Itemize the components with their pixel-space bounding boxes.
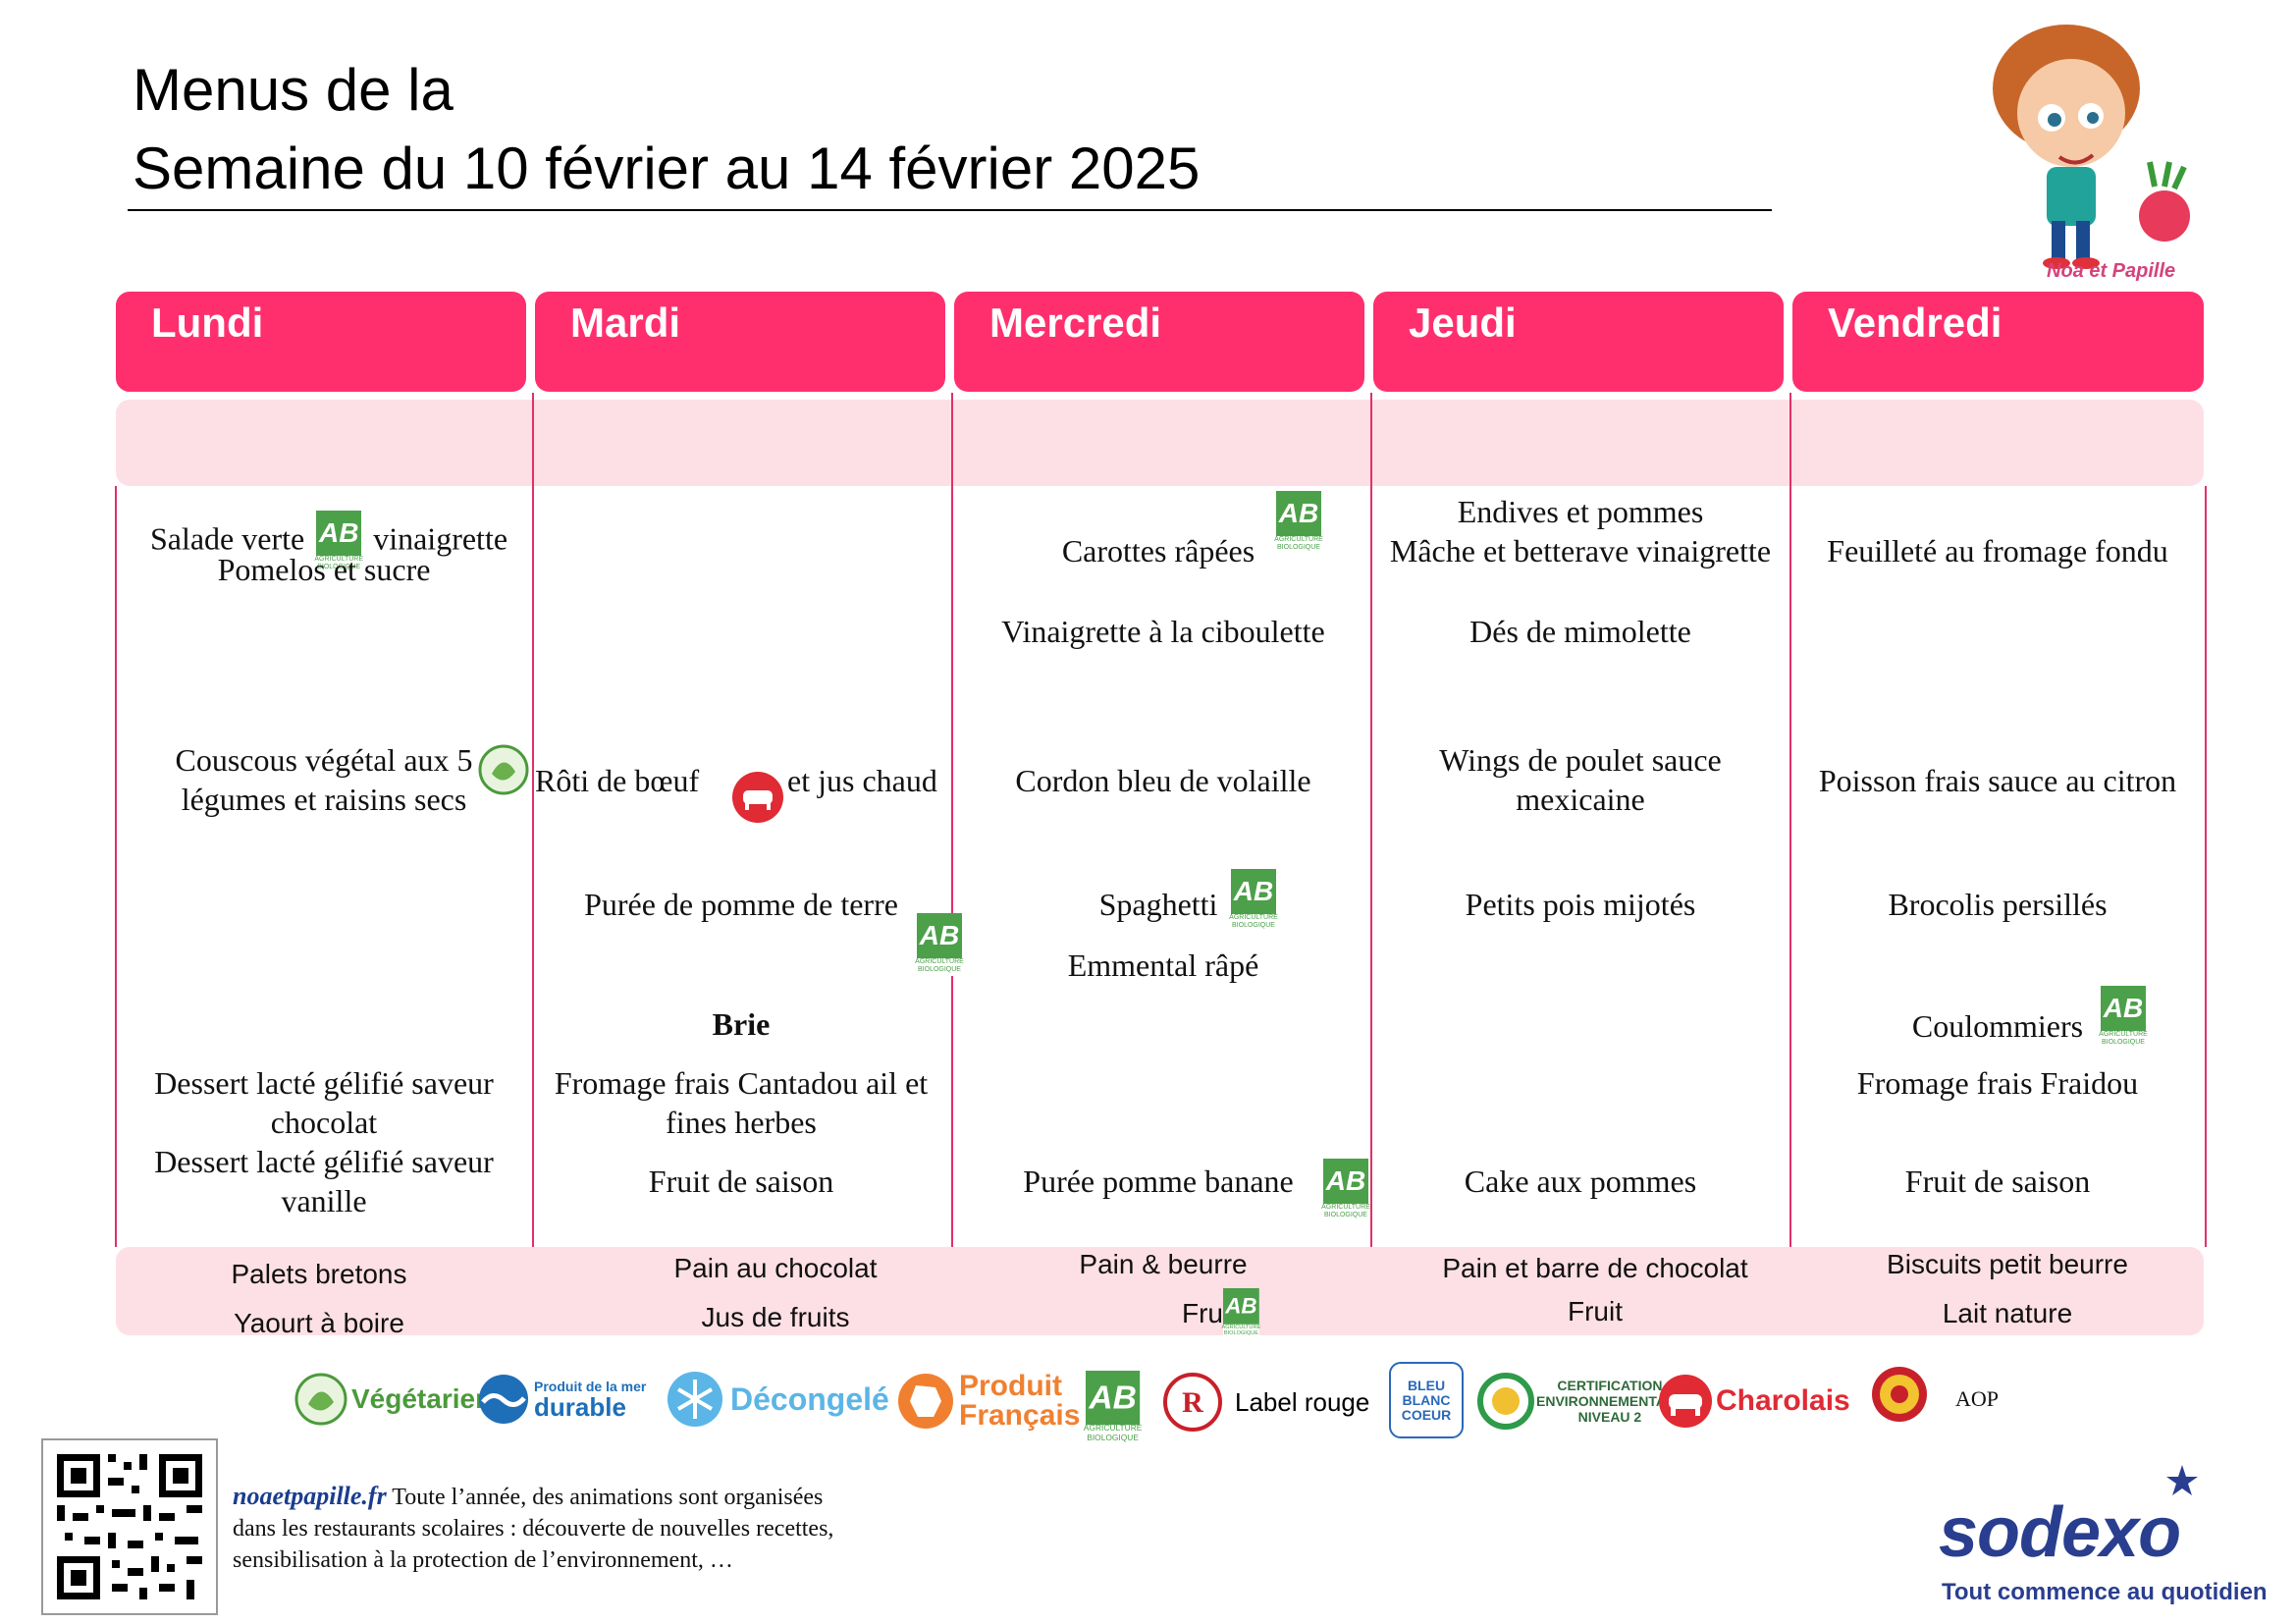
- menu-item: Wings de poulet sauce mexicaine: [1439, 742, 1722, 817]
- bio-label-icon: AB AGRICULTURE BIOLOGIQUE: [1229, 869, 1278, 932]
- qr-code[interactable]: [41, 1438, 218, 1615]
- website-link[interactable]: noaetpapille.fr: [233, 1482, 387, 1510]
- legend-charolais: Charolais: [1657, 1372, 1850, 1431]
- day-header-vendredi: Vendredi: [1792, 292, 2204, 392]
- legend-decongele: Décongelé: [666, 1370, 889, 1429]
- menu-item: Feuilleté au fromage fondu: [1827, 533, 2168, 568]
- certification-icon: [1477, 1373, 1534, 1430]
- column-divider: [1370, 393, 1372, 1330]
- menu-item: Poisson frais sauce au citron: [1818, 763, 2177, 798]
- star-icon: [2164, 1463, 2200, 1498]
- snowflake-icon: [667, 1372, 722, 1427]
- charolais-icon: [1659, 1375, 1712, 1428]
- menu-item: Purée pomme banane: [1023, 1164, 1294, 1199]
- legend-label-rouge: R Label rouge: [1156, 1373, 1369, 1432]
- column-divider: [532, 393, 534, 1330]
- menu-item: Fromage frais Fraidou: [1856, 1065, 2139, 1101]
- label-rouge-icon: R: [1163, 1373, 1222, 1432]
- footer-description: noaetpapille.fr Toute l’année, des anima…: [233, 1482, 834, 1573]
- snack-item: Pain au chocolat: [673, 1253, 878, 1283]
- snack-item: Fruit: [1182, 1298, 1237, 1328]
- menu-item: et jus chaud: [787, 763, 937, 798]
- column-divider: [1789, 393, 1791, 1330]
- menu-item: Carottes râpées: [1061, 533, 1255, 568]
- title-underline: [128, 209, 1772, 211]
- vegetarian-icon: [478, 744, 529, 795]
- menu-item: Mâche et betterave vinaigrette: [1389, 533, 1772, 568]
- bio-label-icon: AB AGRICULTURE BIOLOGIQUE: [1321, 1159, 1370, 1221]
- legend-certification: CERTIFICATION ENVIRONNEMENTALE NIVEAU 2: [1477, 1372, 1683, 1431]
- legend-vegetarien: Végétarien: [294, 1370, 492, 1429]
- menu-item: Pomelos et sucre: [217, 552, 431, 587]
- menu-item: Brocolis persillés: [1888, 887, 2108, 922]
- menu-item: Dés de mimolette: [1469, 614, 1691, 649]
- menu-item: Rôti de bœuf: [535, 763, 700, 798]
- menu-item: Purée de pomme de terre: [584, 887, 898, 922]
- wave-icon: [479, 1375, 528, 1424]
- page-title-line2: Semaine du 10 février au 14 février 2025: [133, 135, 1201, 201]
- menu-item: Dessert lacté gélifié saveur chocolat: [154, 1065, 494, 1140]
- menu-item: Spaghetti: [1098, 887, 1218, 922]
- snack-item: Jus de fruits: [701, 1302, 850, 1332]
- snack-item: Yaourt à boire: [234, 1308, 404, 1338]
- legend-produit-francais: Produit Français: [896, 1370, 1080, 1433]
- menu-item: Brie: [712, 1006, 771, 1042]
- day-header-mardi: Mardi: [535, 292, 945, 392]
- column-divider: [2205, 486, 2207, 1247]
- snack-item: Palets bretons: [231, 1259, 407, 1289]
- bio-label-icon: AB AGRICULTURE BIOLOGIQUE: [1222, 1288, 1260, 1339]
- legend-aop-label: AOP: [1955, 1386, 2000, 1411]
- day-header-mercredi: Mercredi: [954, 292, 1364, 392]
- bio-label-icon: AB AGRICULTURE BIOLOGIQUE: [1274, 491, 1323, 554]
- legend-bleu-blanc-coeur: BLEU BLANC COEUR: [1389, 1362, 1464, 1438]
- menu-item: Fruit de saison: [1904, 1164, 2091, 1199]
- mascot-illustration: [1953, 20, 2209, 285]
- svg-text:R: R: [1182, 1386, 1203, 1419]
- day-header-lundi: Lundi: [116, 292, 526, 392]
- snack-band: [116, 1247, 2204, 1335]
- sodexo-logo: sodexo: [1939, 1493, 2181, 1572]
- bio-label-icon: AB AGRICULTURE BIOLOGIQUE: [1084, 1371, 1142, 1446]
- menu-item: Salade verte AB AGRICULTURE BIOLOGIQUE vi…: [128, 511, 530, 573]
- vegetarian-icon: [294, 1373, 347, 1426]
- snack-item: Pain et barre de chocolat: [1442, 1253, 1748, 1283]
- menu-item: Fromage frais Cantadou ail et fines herb…: [554, 1065, 929, 1140]
- bio-label-icon: AB AGRICULTURE BIOLOGIQUE: [2099, 986, 2148, 1049]
- aop-icon: [1870, 1365, 1929, 1424]
- snack-item: Biscuits petit beurre: [1887, 1249, 2128, 1279]
- column-divider: [115, 486, 117, 1247]
- menu-item: Coulommiers: [1911, 1008, 2084, 1044]
- menu-item: Endives et pommes: [1457, 494, 1704, 529]
- menu-item: Petits pois mijotés: [1465, 887, 1696, 922]
- charolais-icon: [731, 771, 784, 824]
- menu-item: Vinaigrette à la ciboulette: [1001, 614, 1325, 649]
- snack-item: Fruit: [1568, 1296, 1623, 1326]
- menu-item-text: Salade verte: [149, 520, 305, 557]
- menu-item-text: vinaigrette: [373, 520, 508, 557]
- column-divider: [951, 393, 953, 1330]
- menu-item: Cordon bleu de volaille: [1015, 763, 1311, 798]
- menu-item: Couscous végétal aux 5 légumes et raisin…: [175, 742, 473, 817]
- menu-item: Emmental râpé: [1067, 947, 1259, 983]
- sodexo-tagline: Tout commence au quotidien: [1942, 1579, 2268, 1605]
- snack-item: Lait nature: [1942, 1298, 2073, 1328]
- snack-item: Pain & beurre: [1079, 1249, 1248, 1279]
- info-band: [116, 400, 2204, 486]
- legend-mer-durable: Produit de la mer durable: [477, 1370, 646, 1429]
- mascot-caption: Noa et Papille: [2047, 260, 2176, 282]
- bio-label-icon: AB AGRICULTURE BIOLOGIQUE: [314, 511, 363, 573]
- bleu-blanc-coeur-icon: BLEU BLANC COEUR: [1389, 1362, 1464, 1438]
- page-title-line1: Menus de la: [133, 57, 454, 123]
- france-map-icon: [898, 1374, 953, 1429]
- menu-item: Dessert lacté gélifié saveur vanille: [154, 1144, 494, 1218]
- menu-item: Fruit de saison: [648, 1164, 834, 1199]
- day-header-jeudi: Jeudi: [1373, 292, 1784, 392]
- bio-label-icon: AB AGRICULTURE BIOLOGIQUE: [915, 913, 964, 976]
- menu-item: Cake aux pommes: [1464, 1164, 1697, 1199]
